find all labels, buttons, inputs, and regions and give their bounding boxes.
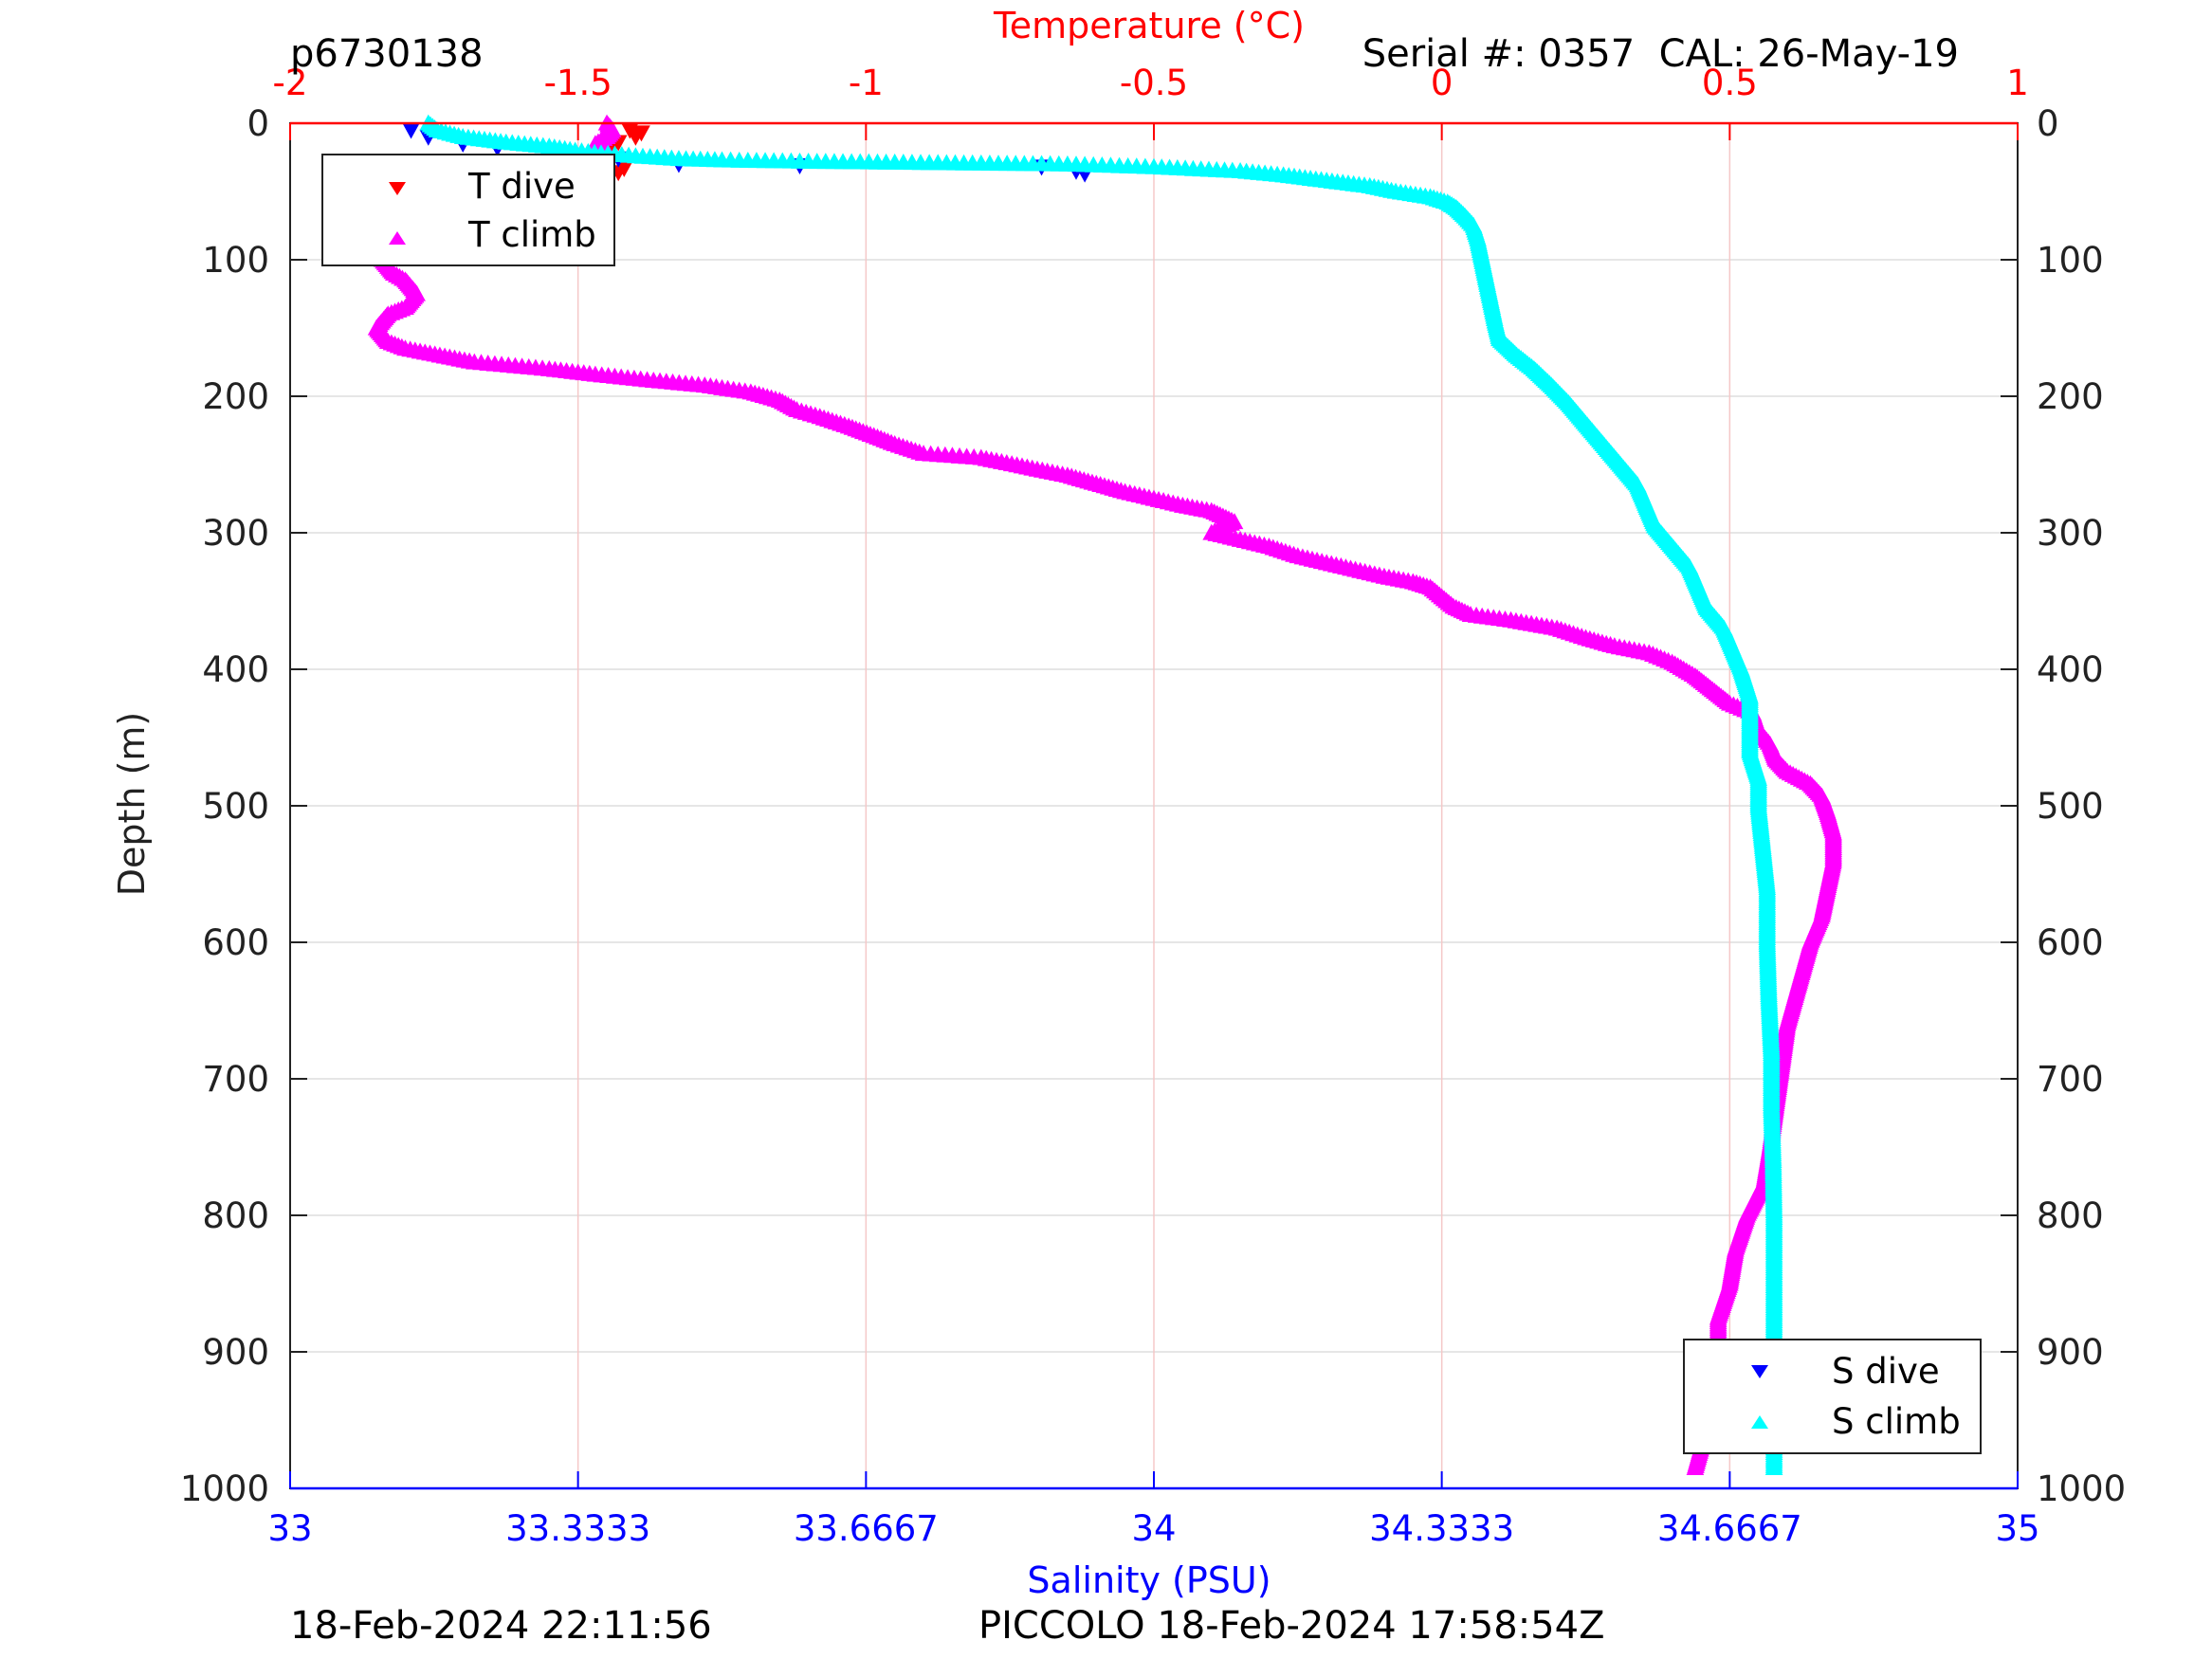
depth-tick-label-left: 600 [202, 922, 269, 963]
temperature-tick-label: -1.5 [544, 63, 612, 103]
temperature-legend-box [321, 154, 615, 266]
depth-tick-label-left: 200 [202, 376, 269, 417]
temperature-axis-title: Temperature (°C) [993, 5, 1305, 46]
point-s-dive [402, 122, 420, 139]
salinity-axis-title: Salinity (PSU) [1027, 1559, 1271, 1601]
salinity-legend: S dive S climb [1683, 1339, 1982, 1454]
depth-tick-label-right: 700 [2037, 1059, 2104, 1100]
salinity-tick-label: 33.6667 [794, 1508, 939, 1549]
legend-s-climb-marker [1751, 1415, 1768, 1429]
legend-t-dive-label: T dive [467, 166, 576, 207]
point-s-climb [1764, 1459, 1783, 1476]
depth-axis-title: Depth (m) [111, 712, 153, 897]
axis-layer: 0 0 100 100 200 200 300 300 400 400 500 500 600 600 70… [180, 63, 2126, 1549]
plot-timestamp: 18-Feb-2024 22:11:56 [290, 1604, 712, 1648]
legend-t-dive-marker [389, 182, 406, 195]
depth-tick-label-left: 900 [202, 1332, 269, 1373]
depth-tick-label-left: 400 [202, 649, 269, 690]
temperature-tick-label: 0.5 [1702, 63, 1758, 103]
depth-tick-label-right: 200 [2037, 376, 2104, 417]
legend-s-dive-label: S dive [1832, 1351, 1940, 1392]
depth-tick-label-left: 0 [247, 103, 269, 144]
temperature-tick-label: -0.5 [1120, 63, 1188, 103]
salinity-legend-box [1683, 1339, 1982, 1454]
temperature-tick-label: -2 [273, 63, 308, 103]
point-t-climb [1686, 1459, 1705, 1476]
salinity-tick-label: 33.3333 [505, 1508, 650, 1549]
serial-cal-label: Serial #: 0357 CAL: 26-May-19 [1362, 32, 1959, 76]
temperature-legend: T dive T climb [321, 154, 615, 266]
profile-id-label: p6730138 [290, 32, 484, 76]
depth-tick-label-right: 900 [2037, 1332, 2104, 1373]
legend-t-climb-label: T climb [467, 214, 596, 255]
temperature-tick-label: 0 [1431, 63, 1453, 103]
marks-layer [367, 114, 1843, 1476]
salinity-tick-label: 34.6667 [1657, 1508, 1802, 1549]
depth-tick-label-right: 1000 [2037, 1468, 2126, 1509]
legend-s-dive-marker [1751, 1365, 1768, 1378]
depth-tick-label-left: 700 [202, 1059, 269, 1100]
depth-tick-label-left: 300 [202, 513, 269, 554]
salinity-tick-label: 34 [1131, 1508, 1176, 1549]
depth-tick-label-left: 800 [202, 1195, 269, 1236]
salinity-tick-label: 35 [1995, 1508, 2039, 1549]
depth-tick-label-right: 400 [2037, 649, 2104, 690]
salinity-tick-label: 34.3333 [1369, 1508, 1514, 1549]
depth-tick-label-left: 1000 [180, 1468, 269, 1509]
glider-timestamp: PICCOLO 18-Feb-2024 17:58:54Z [978, 1604, 1604, 1648]
depth-tick-label-left: 100 [202, 240, 269, 281]
depth-tick-label-right: 100 [2037, 240, 2104, 281]
point-t-dive [627, 129, 645, 146]
depth-tick-label-right: 0 [2037, 103, 2059, 144]
depth-tick-label-right: 600 [2037, 922, 2104, 963]
legend-s-climb-label: S climb [1832, 1401, 1961, 1442]
depth-tick-label-left: 500 [202, 786, 269, 827]
depth-tick-label-right: 800 [2037, 1195, 2104, 1236]
temperature-tick-label: 1 [2006, 63, 2029, 103]
legend-t-climb-marker [389, 231, 406, 245]
depth-tick-label-right: 500 [2037, 786, 2104, 827]
depth-tick-label-right: 300 [2037, 513, 2104, 554]
salinity-tick-label: 33 [267, 1508, 312, 1549]
temperature-tick-label: -1 [849, 63, 884, 103]
